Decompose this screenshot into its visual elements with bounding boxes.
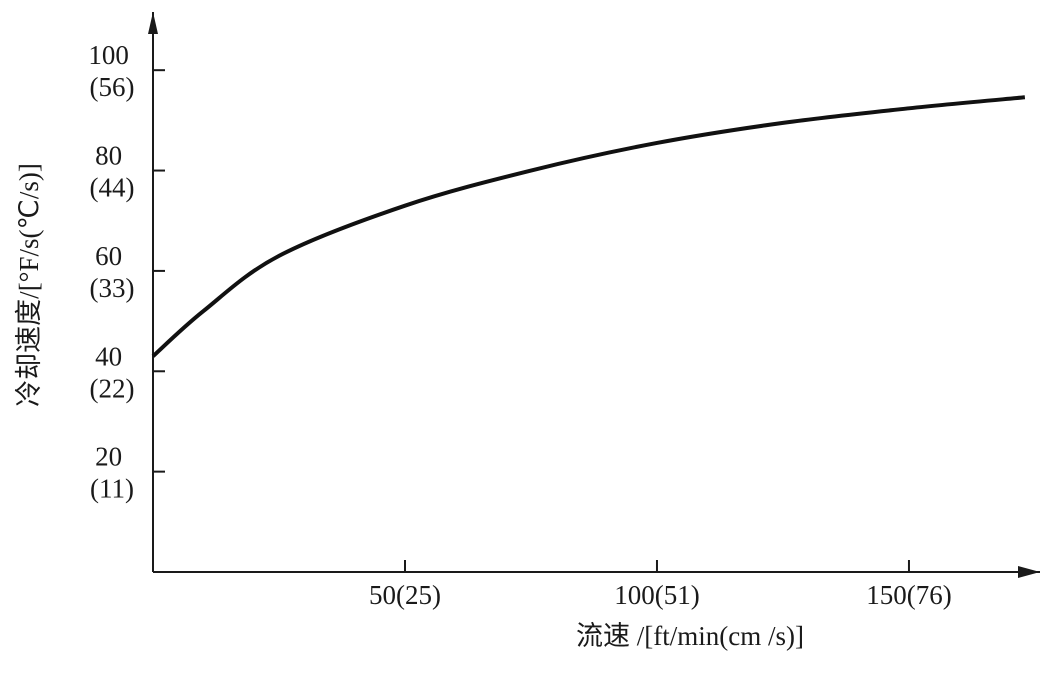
x-tick-label: 150(76) xyxy=(866,580,951,610)
x-tick-label: 100(51) xyxy=(614,580,699,610)
y-tick-label-line: 60 xyxy=(95,241,129,271)
y-axis-arrow xyxy=(148,12,158,34)
data-line xyxy=(151,95,1026,358)
y-tick-label-line: (44) xyxy=(90,173,135,203)
y-tick-label-line: (33) xyxy=(90,273,135,303)
y-tick-label-line: 80 xyxy=(95,141,129,171)
y-tick-label-line: (56) xyxy=(90,72,135,102)
y-axis-label: 冷却速度/[°F/s(℃/s)] xyxy=(14,163,44,407)
y-tick-label-line: 40 xyxy=(95,341,129,371)
y-tick-label-line: 20 xyxy=(95,442,129,472)
y-tick-label: 20 (11) xyxy=(90,442,134,504)
y-tick-label: 60 (33) xyxy=(90,241,135,303)
y-tick-label-line: (11) xyxy=(90,474,134,504)
y-tick-label: 40 (22) xyxy=(90,341,135,403)
y-tick-label-line: 100 xyxy=(88,40,135,70)
y-tick-label: 100 (56) xyxy=(88,40,135,102)
y-tick-label: 80 (44) xyxy=(90,141,135,203)
x-tick-label: 50(25) xyxy=(369,580,441,610)
x-axis-label: 流速 /[ft/min(cm /s)] xyxy=(576,621,804,651)
x-axis-arrow xyxy=(1018,566,1040,578)
y-tick-label-line: (22) xyxy=(90,373,135,403)
